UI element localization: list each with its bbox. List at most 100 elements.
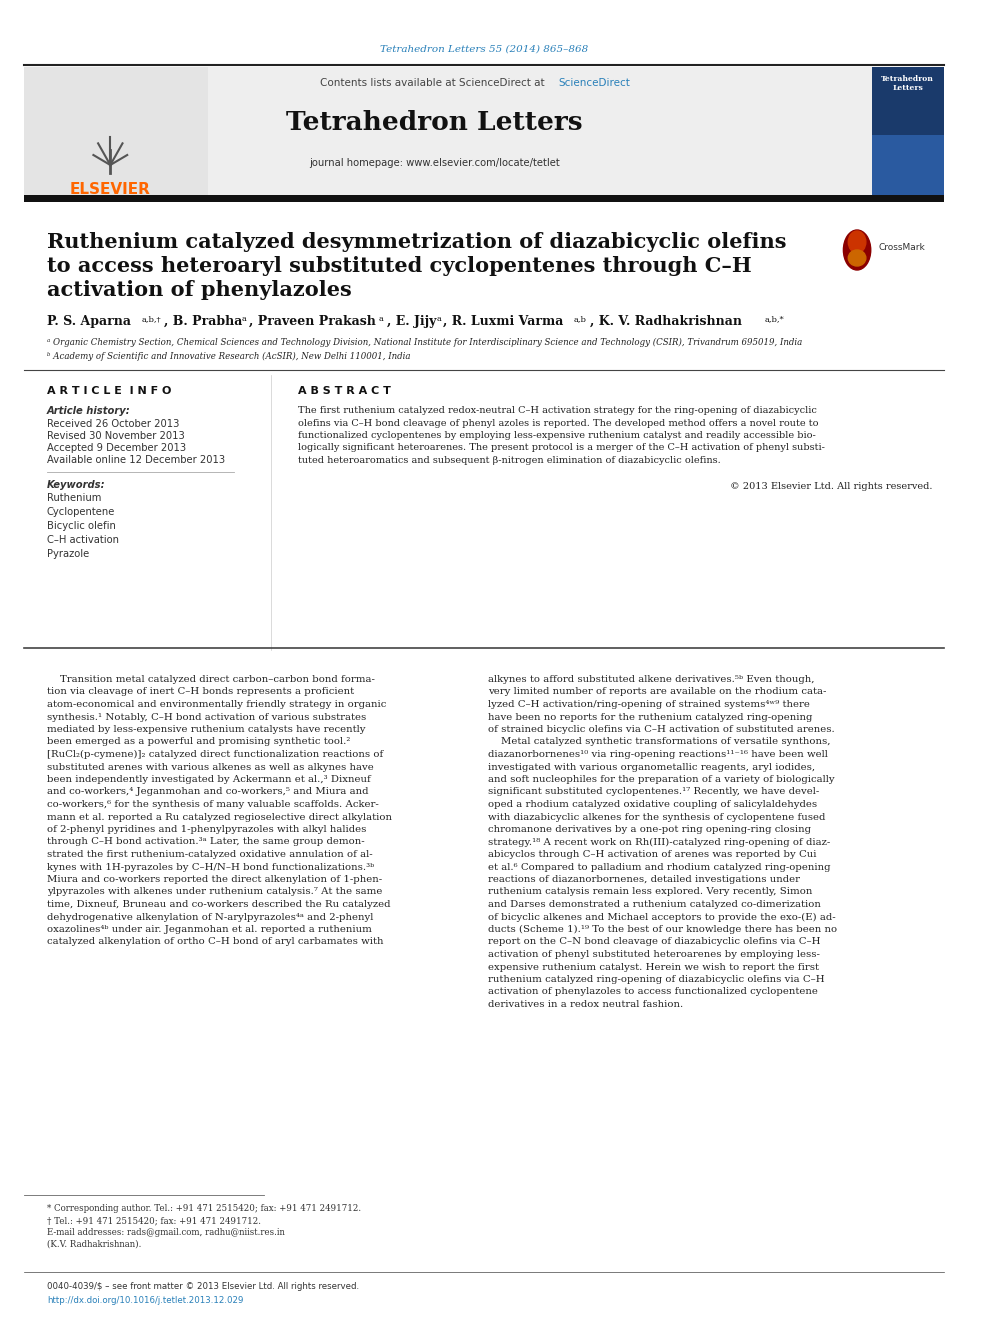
Text: a,b,*: a,b,* [764,315,784,323]
Text: strated the first ruthenium-catalyzed oxidative annulation of al-: strated the first ruthenium-catalyzed ox… [47,849,372,859]
Bar [872,67,944,194]
Text: © 2013 Elsevier Ltd. All rights reserved.: © 2013 Elsevier Ltd. All rights reserved… [730,482,932,491]
Text: P. S. Aparna: P. S. Aparna [47,315,131,328]
Bar [25,67,208,194]
Text: investigated with various organometallic reagents, aryl iodides,: investigated with various organometallic… [488,762,815,771]
Text: been emerged as a powerful and promising synthetic tool.²: been emerged as a powerful and promising… [47,737,350,746]
Text: ruthenium catalyzed ring-opening of diazabicyclic olefins via C–H: ruthenium catalyzed ring-opening of diaz… [488,975,824,984]
Text: ᵃ Organic Chemistry Section, Chemical Sciences and Technology Division, National: ᵃ Organic Chemistry Section, Chemical Sc… [47,337,803,347]
Text: http://dx.doi.org/10.1016/j.tetlet.2013.12.029: http://dx.doi.org/10.1016/j.tetlet.2013.… [47,1297,243,1304]
Text: CrossMark: CrossMark [879,243,926,253]
Text: Ruthenium: Ruthenium [47,493,101,503]
Text: oped a rhodium catalyzed oxidative coupling of salicylaldehydes: oped a rhodium catalyzed oxidative coupl… [488,800,817,808]
Text: logically significant heteroarenes. The present protocol is a merger of the C–H : logically significant heteroarenes. The … [298,443,824,452]
Text: expensive ruthenium catalyst. Herein we wish to report the first: expensive ruthenium catalyst. Herein we … [488,963,819,971]
Text: Metal catalyzed synthetic transformations of versatile synthons,: Metal catalyzed synthetic transformation… [488,737,830,746]
Text: dehydrogenative alkenylation of N-arylpyrazoles⁴ᵃ and 2-phenyl: dehydrogenative alkenylation of N-arylpy… [47,913,373,922]
Text: a,b,†: a,b,† [142,315,161,323]
Text: [RuCl₂(p-cymene)]₂ catalyzed direct functionalization reactions of: [RuCl₂(p-cymene)]₂ catalyzed direct func… [47,750,383,759]
Bar [872,135,944,194]
Text: diazanorbornenes¹⁰ via ring-opening reactions¹¹⁻¹⁶ have been well: diazanorbornenes¹⁰ via ring-opening reac… [488,750,828,759]
Text: olefins via C–H bond cleavage of phenyl azoles is reported. The developed method: olefins via C–H bond cleavage of phenyl … [298,418,818,427]
Text: , E. Jijy: , E. Jijy [387,315,435,328]
Text: Revised 30 November 2013: Revised 30 November 2013 [47,431,185,441]
Text: Contents lists available at ScienceDirect at: Contents lists available at ScienceDirec… [320,78,549,89]
Text: The first ruthenium catalyzed redox-neutral C–H activation strategy for the ring: The first ruthenium catalyzed redox-neut… [298,406,816,415]
Text: alkynes to afford substituted alkene derivatives.⁵ᵇ Even though,: alkynes to afford substituted alkene der… [488,675,814,684]
Text: Keywords:: Keywords: [47,480,105,490]
Text: a,b: a,b [574,315,587,323]
Text: a: a [436,315,441,323]
Text: of strained bicyclic olefins via C–H activation of substituted arenes.: of strained bicyclic olefins via C–H act… [488,725,835,734]
Text: to access heteroaryl substituted cyclopentenes through C–H: to access heteroaryl substituted cyclope… [47,255,752,277]
Text: co-workers,⁶ for the synthesis of many valuable scaffolds. Acker-: co-workers,⁶ for the synthesis of many v… [47,800,379,808]
Text: a: a [379,315,384,323]
Text: lyzed C–H activation/ring-opening of strained systems⁴ʷ⁹ there: lyzed C–H activation/ring-opening of str… [488,700,809,709]
Text: catalyzed alkenylation of ortho C–H bond of aryl carbamates with: catalyzed alkenylation of ortho C–H bond… [47,938,383,946]
Text: Bicyclic olefin: Bicyclic olefin [47,521,116,531]
Text: et al.⁶ Compared to palladium and rhodium catalyzed ring-opening: et al.⁶ Compared to palladium and rhodiu… [488,863,830,872]
Text: ᵇ Academy of Scientific and Innovative Research (AcSIR), New Delhi 110001, India: ᵇ Academy of Scientific and Innovative R… [47,352,411,361]
Text: with diazabicyclic alkenes for the synthesis of cyclopentene fused: with diazabicyclic alkenes for the synth… [488,812,825,822]
Text: C–H activation: C–H activation [47,534,119,545]
Text: atom-economical and environmentally friendly strategy in organic: atom-economical and environmentally frie… [47,700,386,709]
Text: ducts (Scheme 1).¹⁹ To the best of our knowledge there has been no: ducts (Scheme 1).¹⁹ To the best of our k… [488,925,837,934]
Text: abicyclos through C–H activation of arenes was reported by Cui: abicyclos through C–H activation of aren… [488,849,816,859]
Text: through C–H bond activation.³ᵃ Later, the same group demon-: through C–H bond activation.³ᵃ Later, th… [47,837,364,847]
Bar [25,194,944,202]
Text: † Tel.: +91 471 2515420; fax: +91 471 2491712.: † Tel.: +91 471 2515420; fax: +91 471 24… [47,1216,261,1225]
Text: of 2-phenyl pyridines and 1-phenylpyrazoles with alkyl halides: of 2-phenyl pyridines and 1-phenylpyrazo… [47,826,366,833]
Text: Received 26 October 2013: Received 26 October 2013 [47,419,180,429]
Text: significant substituted cyclopentenes.¹⁷ Recently, we have devel-: significant substituted cyclopentenes.¹⁷… [488,787,819,796]
Text: substituted arenes with various alkenes as well as alkynes have: substituted arenes with various alkenes … [47,762,374,771]
Text: activation of phenylazoles to access functionalized cyclopentene: activation of phenylazoles to access fun… [488,987,818,996]
Text: derivatives in a redox neutral fashion.: derivatives in a redox neutral fashion. [488,1000,683,1009]
Text: , B. Prabha: , B. Prabha [164,315,242,328]
Text: , Praveen Prakash: , Praveen Prakash [249,315,376,328]
Text: activation of phenylazoles: activation of phenylazoles [47,280,351,300]
Text: Pyrazole: Pyrazole [47,549,89,560]
Text: Cyclopentene: Cyclopentene [47,507,115,517]
Text: synthesis.¹ Notably, C–H bond activation of various substrates: synthesis.¹ Notably, C–H bond activation… [47,713,366,721]
Text: been independently investigated by Ackermann et al.,³ Dixneuf: been independently investigated by Acker… [47,775,371,785]
Text: reactions of diazanorbornenes, detailed investigations under: reactions of diazanorbornenes, detailed … [488,875,801,884]
Text: chromanone derivatives by a one-pot ring opening-ring closing: chromanone derivatives by a one-pot ring… [488,826,811,833]
Text: A R T I C L E  I N F O: A R T I C L E I N F O [47,386,172,396]
Text: ylpyrazoles with alkenes under ruthenium catalysis.⁷ At the same: ylpyrazoles with alkenes under ruthenium… [47,888,382,897]
Text: oxazolines⁴ᵇ under air. Jeganmohan et al. reported a ruthenium: oxazolines⁴ᵇ under air. Jeganmohan et al… [47,925,372,934]
Text: , R. Luxmi Varma: , R. Luxmi Varma [443,315,563,328]
Ellipse shape [843,230,871,270]
Text: tuted heteroaromatics and subsequent β-nitrogen elimination of diazabicyclic ole: tuted heteroaromatics and subsequent β-n… [298,456,720,464]
Text: Tetrahedron Letters: Tetrahedron Letters [286,110,582,135]
Text: , K. V. Radhakrishnan: , K. V. Radhakrishnan [589,315,742,328]
Bar [25,67,872,194]
Text: functionalized cyclopentenes by employing less-expensive ruthenium catalyst and : functionalized cyclopentenes by employin… [298,431,815,441]
Text: Tetrahedron Letters 55 (2014) 865–868: Tetrahedron Letters 55 (2014) 865–868 [380,45,588,54]
Text: and soft nucleophiles for the preparation of a variety of biologically: and soft nucleophiles for the preparatio… [488,775,834,785]
Text: Miura and co-workers reported the direct alkenylation of 1-phen-: Miura and co-workers reported the direct… [47,875,382,884]
Text: * Corresponding author. Tel.: +91 471 2515420; fax: +91 471 2491712.: * Corresponding author. Tel.: +91 471 25… [47,1204,361,1213]
Text: activation of phenyl substituted heteroarenes by employing less-: activation of phenyl substituted heteroa… [488,950,820,959]
Text: tion via cleavage of inert C–H bonds represents a proficient: tion via cleavage of inert C–H bonds rep… [47,688,354,696]
Text: Accepted 9 December 2013: Accepted 9 December 2013 [47,443,186,452]
Text: 0040-4039/$ – see front matter © 2013 Elsevier Ltd. All rights reserved.: 0040-4039/$ – see front matter © 2013 El… [47,1282,359,1291]
Text: report on the C–N bond cleavage of diazabicyclic olefins via C–H: report on the C–N bond cleavage of diaza… [488,938,820,946]
Text: mann et al. reported a Ru catalyzed regioselective direct alkylation: mann et al. reported a Ru catalyzed regi… [47,812,392,822]
Text: Article history:: Article history: [47,406,131,415]
Text: Transition metal catalyzed direct carbon–carbon bond forma-: Transition metal catalyzed direct carbon… [47,675,375,684]
Text: ScienceDirect: ScienceDirect [558,78,630,89]
Text: ELSEVIER: ELSEVIER [69,183,151,197]
Text: kynes with 1H-pyrazoles by C–H/N–H bond functionalizations.³ᵇ: kynes with 1H-pyrazoles by C–H/N–H bond … [47,863,374,872]
Text: journal homepage: www.elsevier.com/locate/tetlet: journal homepage: www.elsevier.com/locat… [310,157,559,168]
Text: ruthenium catalysis remain less explored. Very recently, Simon: ruthenium catalysis remain less explored… [488,888,812,897]
Text: and co-workers,⁴ Jeganmohan and co-workers,⁵ and Miura and: and co-workers,⁴ Jeganmohan and co-worke… [47,787,368,796]
Text: a: a [242,315,247,323]
Text: Ruthenium catalyzed desymmetrization of diazabicyclic olefins: Ruthenium catalyzed desymmetrization of … [47,232,787,251]
Text: mediated by less-expensive ruthenium catalysts have recently: mediated by less-expensive ruthenium cat… [47,725,365,734]
Ellipse shape [848,250,866,266]
Text: A B S T R A C T: A B S T R A C T [298,386,391,396]
Text: (K.V. Radhakrishnan).: (K.V. Radhakrishnan). [47,1240,141,1249]
Ellipse shape [848,232,866,253]
Text: very limited number of reports are available on the rhodium cata-: very limited number of reports are avail… [488,688,826,696]
Text: E-mail addresses: rads@gmail.com, radhu@niist.res.in: E-mail addresses: rads@gmail.com, radhu@… [47,1228,285,1237]
